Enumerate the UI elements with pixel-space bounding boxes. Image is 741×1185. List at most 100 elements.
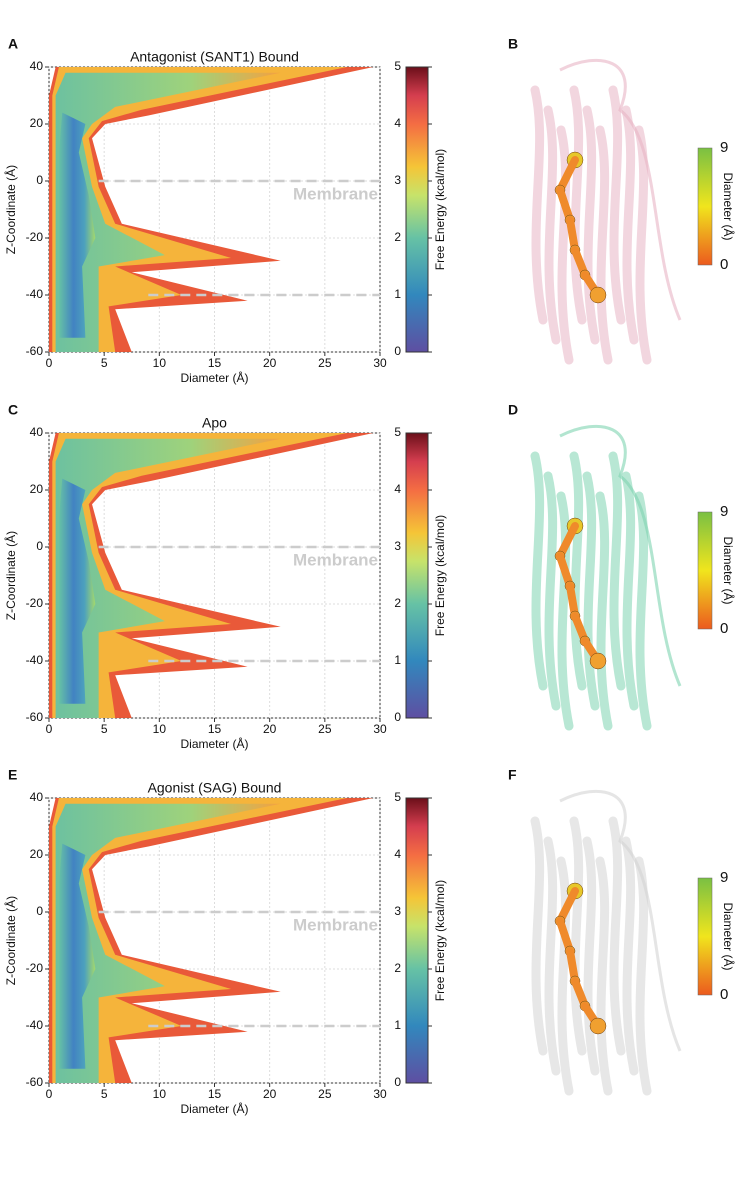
x-tick-label: 5	[101, 722, 108, 736]
y-tick-label: 40	[30, 790, 44, 804]
x-tick-label: 30	[373, 722, 387, 736]
x-tick-label: 15	[208, 356, 222, 370]
tunnel	[556, 156, 579, 194]
colorbar-tick-label: 3	[394, 539, 401, 553]
x-axis-label: Diameter (Å)	[180, 1101, 248, 1116]
x-tick-label: 20	[263, 1087, 277, 1101]
protein-loop	[559, 58, 682, 321]
protein-helix	[543, 836, 561, 1076]
colorbar-label: Diameter (Å)	[721, 902, 736, 970]
colorbar-label: Free Energy (kcal/mol)	[433, 515, 447, 636]
x-tick-label: 15	[208, 722, 222, 736]
colorbar-tick-label: 2	[394, 230, 401, 244]
density-region	[52, 433, 347, 718]
density-region	[58, 112, 96, 338]
y-axis-label: Z-Coordinate (Å)	[3, 165, 18, 254]
colorbar	[405, 797, 429, 1084]
x-tick-label: 25	[318, 1087, 332, 1101]
protein-helix	[556, 856, 574, 1096]
x-tick-label: 20	[263, 356, 277, 370]
colorbar	[697, 147, 713, 266]
annotation: Membrane	[293, 550, 378, 569]
y-tick-label: -20	[26, 961, 44, 975]
x-tick-label: 5	[101, 1087, 108, 1101]
colorbar-label: Diameter (Å)	[721, 536, 736, 604]
annotation: Membrane	[293, 184, 378, 203]
protein-helix	[530, 451, 548, 691]
protein-helix	[543, 105, 561, 345]
y-tick-label: -60	[26, 710, 44, 724]
colorbar-tick-label: 1	[394, 287, 401, 301]
colorbar-tick-label: 5	[394, 59, 401, 73]
colorbar-tick-label: 0	[720, 620, 728, 637]
colorbar-tick-label: 2	[394, 961, 401, 975]
panel-label: F	[508, 767, 517, 783]
x-tick-label: 10	[153, 356, 167, 370]
y-axis-label: Z-Coordinate (Å)	[3, 896, 18, 985]
protein-helix	[595, 856, 613, 1096]
x-tick-label: 30	[373, 1087, 387, 1101]
colorbar-tick-label: 4	[394, 116, 401, 130]
protein-helix	[582, 836, 600, 1076]
colorbar-tick-label: 0	[394, 1075, 401, 1089]
colorbar-tick-label: 0	[720, 256, 728, 273]
y-tick-label: 20	[30, 847, 44, 861]
colorbar	[405, 432, 429, 719]
y-tick-label: 0	[36, 173, 43, 187]
protein-helix	[621, 836, 639, 1076]
tunnel-sphere	[589, 1017, 607, 1035]
tunnel	[556, 887, 579, 925]
protein-helix	[608, 816, 626, 1056]
colorbar	[405, 66, 429, 353]
protein-helix	[608, 85, 626, 325]
tunnel	[556, 186, 574, 224]
tunnel	[556, 917, 574, 955]
colorbar	[697, 511, 713, 630]
x-axis-label: Diameter (Å)	[180, 370, 248, 385]
tunnel	[556, 522, 579, 560]
protein-helix	[634, 125, 652, 365]
x-tick-label: 15	[208, 1087, 222, 1101]
colorbar-tick-label: 0	[394, 344, 401, 358]
colorbar-tick-label: 3	[394, 173, 401, 187]
y-tick-label: -40	[26, 1018, 44, 1032]
x-tick-label: 25	[318, 356, 332, 370]
y-tick-label: 20	[30, 116, 44, 130]
protein-helix	[634, 856, 652, 1096]
colorbar-tick-label: 0	[394, 710, 401, 724]
chart-title: Apo	[202, 415, 227, 431]
tunnel-sphere	[589, 286, 607, 304]
density-region	[52, 798, 347, 1083]
y-tick-label: 0	[36, 904, 43, 918]
protein-helix	[569, 85, 587, 325]
protein-helix	[582, 471, 600, 711]
y-tick-label: 20	[30, 482, 44, 496]
panel-label: C	[8, 402, 18, 418]
y-tick-label: -20	[26, 596, 44, 610]
colorbar-tick-label: 2	[394, 596, 401, 610]
y-axis-label: Z-Coordinate (Å)	[3, 531, 18, 620]
protein-helix	[595, 125, 613, 365]
x-tick-label: 25	[318, 722, 332, 736]
y-tick-label: 0	[36, 539, 43, 553]
y-tick-label: -60	[26, 344, 44, 358]
density-region	[58, 478, 96, 704]
chart-title: Antagonist (SANT1) Bound	[130, 49, 299, 65]
colorbar-tick-label: 0	[720, 986, 728, 1003]
x-axis-label: Diameter (Å)	[180, 736, 248, 751]
protein-helix	[530, 816, 548, 1056]
protein-helix	[543, 471, 561, 711]
protein-helix	[595, 491, 613, 731]
colorbar-tick-label: 9	[720, 139, 728, 156]
x-tick-label: 20	[263, 722, 277, 736]
annotation: Membrane	[293, 915, 378, 934]
x-tick-label: 10	[153, 722, 167, 736]
colorbar-label: Free Energy (kcal/mol)	[433, 880, 447, 1001]
protein-helix	[569, 451, 587, 691]
protein-helix	[569, 816, 587, 1056]
density-region	[52, 67, 347, 352]
protein-loop	[559, 789, 682, 1052]
colorbar-tick-label: 4	[394, 482, 401, 496]
chart-title: Agonist (SAG) Bound	[148, 780, 282, 796]
